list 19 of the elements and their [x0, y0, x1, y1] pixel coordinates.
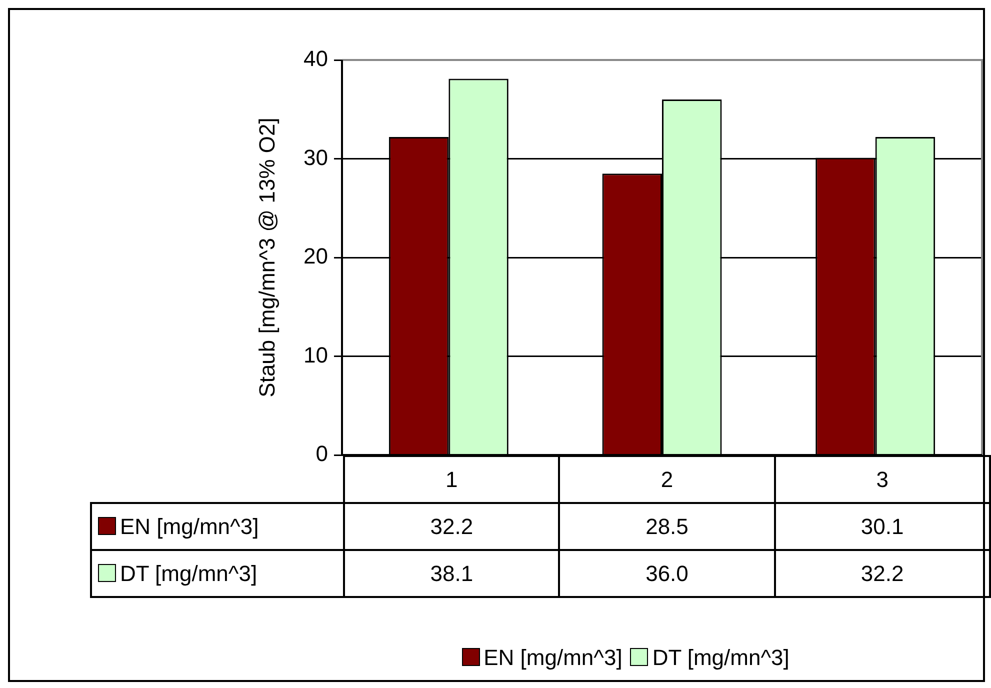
x-tick-label: 1 [344, 456, 560, 503]
y-tick-label: 0 [316, 441, 328, 466]
legend-label: DT [mg/mn^3] [651, 645, 790, 670]
data-label: 32.2 [344, 503, 560, 550]
data-label: 28.5 [559, 503, 775, 550]
y-tick-label: 10 [304, 342, 328, 368]
text: DT [mg/mn^3] [120, 560, 258, 586]
y-tick-label: 40 [304, 46, 328, 72]
y-tick-label: 30 [304, 144, 328, 170]
data-label: 38.1 [344, 550, 560, 597]
data-label: 30.1 [774, 503, 990, 550]
x-tick-label: 2 [559, 456, 775, 503]
data-label: 32.2 [774, 550, 990, 597]
data-label: 36.0 [559, 550, 775, 597]
x-tick-label: 3 [774, 456, 990, 503]
y-tick-label: 20 [304, 244, 328, 269]
text: EN [mg/mn^3] [484, 645, 622, 670]
y-axis-title: Staub [mg/mn^3 @ 13% O2] [254, 118, 280, 398]
legend-label: EN [mg/mn^3] [91, 503, 344, 550]
